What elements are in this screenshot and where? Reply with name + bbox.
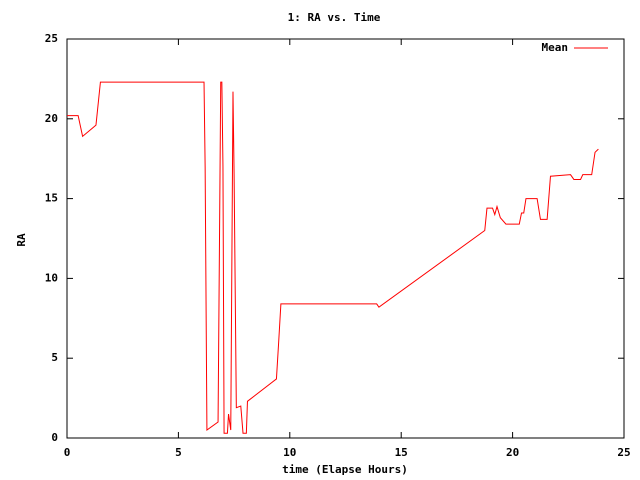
y-tick-label: 10 <box>45 271 58 284</box>
x-tick-label: 5 <box>175 446 182 459</box>
y-tick-label: 15 <box>45 192 58 205</box>
x-tick-label: 25 <box>617 446 630 459</box>
y-axis-label: RA <box>15 233 28 247</box>
x-tick-label: 10 <box>283 446 296 459</box>
y-tick-label: 5 <box>51 351 58 364</box>
x-axis-label: time (Elapse Hours) <box>282 463 408 476</box>
plot-frame <box>66 38 625 439</box>
data-line <box>67 81 599 434</box>
x-tick-label: 0 <box>64 446 71 459</box>
x-tick-label: 15 <box>395 446 408 459</box>
legend-label: Mean <box>542 41 569 54</box>
chart-title: 1: RA vs. Time <box>288 11 381 24</box>
y-tick-label: 25 <box>45 32 58 45</box>
y-tick-label: 0 <box>51 431 58 444</box>
y-tick-label: 20 <box>45 112 58 125</box>
x-tick-label: 20 <box>506 446 519 459</box>
